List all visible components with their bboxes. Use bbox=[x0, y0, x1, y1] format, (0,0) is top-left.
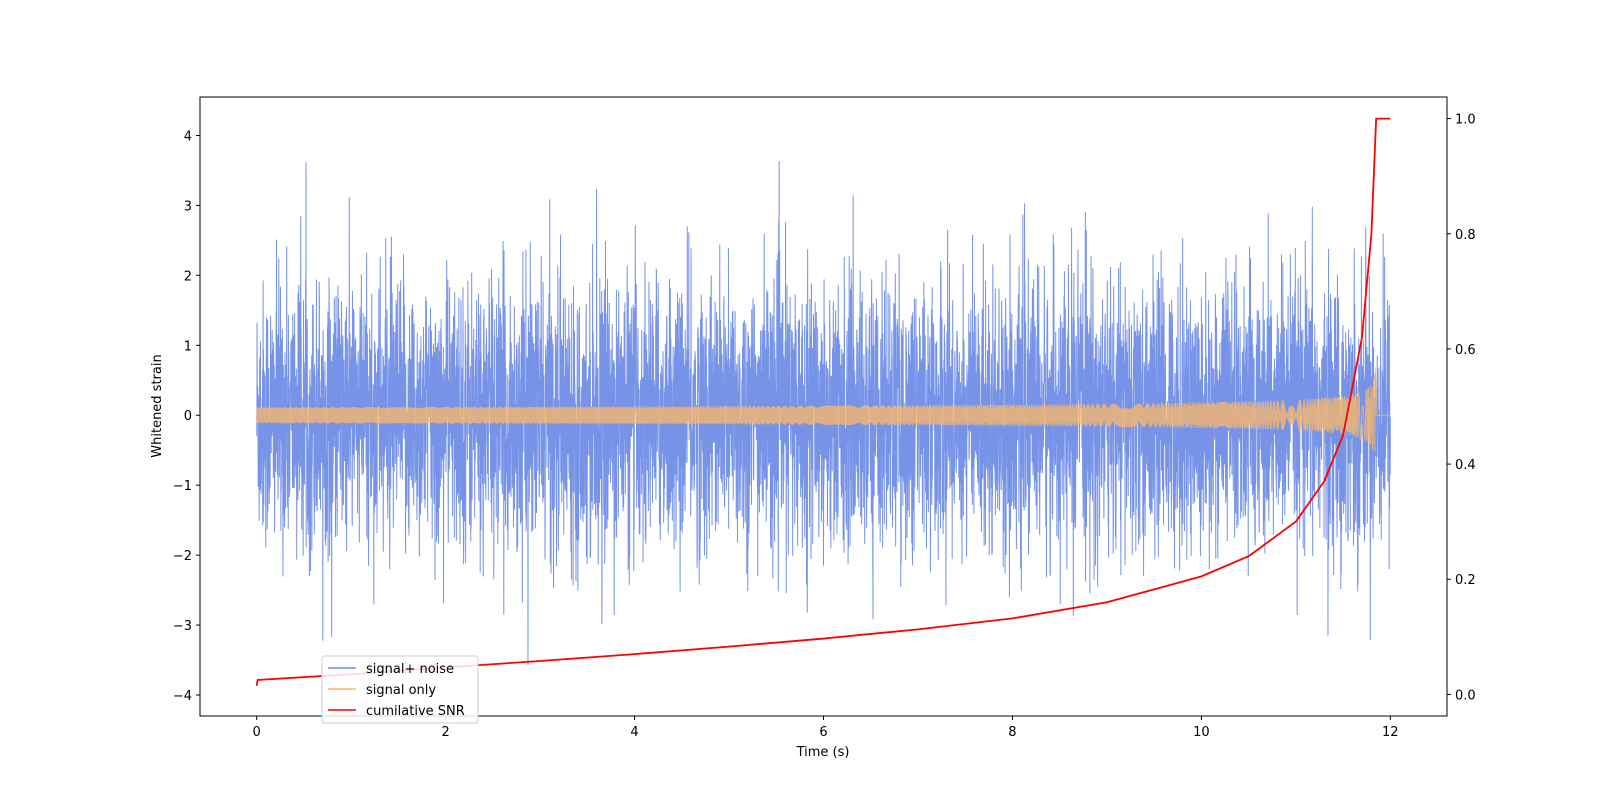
legend-label-signal-noise: signal+ noise bbox=[366, 662, 454, 677]
legend-label-signal-only: signal only bbox=[366, 683, 436, 698]
y2-tick-label: 0.2 bbox=[1455, 573, 1476, 588]
y-tick-label: −2 bbox=[173, 549, 192, 564]
y2-tick-label: 0.0 bbox=[1455, 688, 1476, 703]
y-axis-right: 0.0 0.2 0.4 0.6 0.8 1.0 bbox=[1447, 113, 1476, 703]
x-tick-label: 2 bbox=[441, 725, 449, 740]
y-tick-label: 2 bbox=[184, 269, 192, 284]
y-tick-label: 3 bbox=[184, 199, 192, 214]
y-axis-left: −4 −3 −2 −1 0 1 2 3 4 bbox=[173, 129, 200, 704]
y-tick-label: 4 bbox=[184, 129, 192, 144]
x-tick-label: 4 bbox=[630, 725, 638, 740]
y-tick-label: −1 bbox=[173, 479, 192, 494]
y2-tick-label: 0.6 bbox=[1455, 343, 1476, 358]
y-tick-label: −4 bbox=[173, 689, 192, 704]
x-tick-label: 10 bbox=[1193, 725, 1210, 740]
y-tick-label: 1 bbox=[184, 339, 192, 354]
x-axis-label: Time (s) bbox=[796, 745, 850, 760]
y2-tick-label: 1.0 bbox=[1455, 113, 1476, 128]
x-axis: 0 2 4 6 8 10 12 bbox=[253, 716, 1399, 740]
x-tick-label: 0 bbox=[253, 725, 261, 740]
legend-box bbox=[321, 655, 479, 724]
y-axis-label: Whitened strain bbox=[150, 354, 165, 457]
y-tick-label: 0 bbox=[184, 409, 192, 424]
y2-tick-label: 0.8 bbox=[1455, 228, 1476, 243]
x-tick-label: 12 bbox=[1382, 725, 1399, 740]
y2-tick-label: 0.4 bbox=[1455, 458, 1476, 473]
legend-label-cumulative-snr: cumilative SNR bbox=[366, 704, 465, 719]
x-tick-label: 8 bbox=[1008, 725, 1016, 740]
legend: signal+ noise signal only cumilative SNR bbox=[321, 655, 479, 724]
series-signal-only bbox=[256, 367, 1391, 452]
x-tick-label: 6 bbox=[819, 725, 827, 740]
y-tick-label: −3 bbox=[173, 619, 192, 634]
